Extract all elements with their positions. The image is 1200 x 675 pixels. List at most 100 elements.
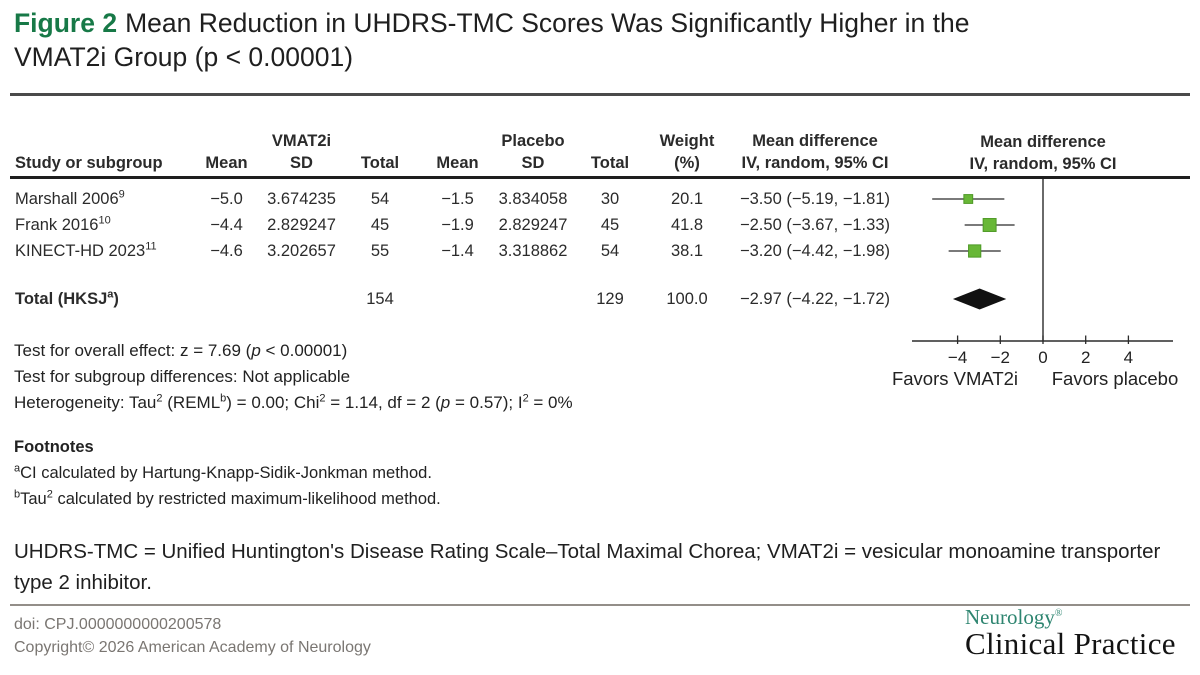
- table-cell: 30: [600, 190, 620, 208]
- table-cell: 3.834058: [498, 190, 568, 208]
- figure-title-line2: VMAT2i Group (p < 0.00001): [14, 42, 354, 73]
- column-header: Mean: [436, 154, 479, 172]
- journal-logo-clinical-practice: Clinical Practice: [965, 626, 1176, 661]
- text-line: bTau2 calculated by restricted maximum-l…: [14, 488, 441, 508]
- table-cell: [190, 286, 263, 312]
- table-cell: −3.20 (−4.42, −1.98): [740, 242, 890, 260]
- table-row: Frank 201610 −4.4 2.829247 45 −1.9 2.829247 45…: [10, 212, 905, 238]
- table-cell: 3.674235: [267, 190, 336, 208]
- column-header: [190, 130, 263, 152]
- table-cell: KINECT-HD 202311: [15, 240, 157, 260]
- title-divider: [10, 93, 1190, 96]
- table-cell: 154: [366, 290, 394, 308]
- pooled-effect-diamond: [952, 288, 1007, 310]
- table-cell: −1.9: [441, 216, 474, 234]
- abbreviations-text: UHDRS-TMC = Unified Huntington's Disease…: [14, 540, 1161, 594]
- column-header: Total: [360, 154, 400, 172]
- table-cell: −2.50 (−3.67, −1.33): [740, 216, 890, 234]
- text-line: Test for subgroup differences: Not appli…: [14, 367, 351, 386]
- table-cell: Frank 201610: [15, 214, 111, 234]
- table-cell: 38.1: [670, 242, 704, 260]
- table-cell: −3.50 (−5.19, −1.81): [740, 190, 890, 208]
- axis-tick-label: 2: [1081, 348, 1090, 367]
- table-cell: 129: [596, 290, 624, 308]
- footer-text: doi: CPJ.0000000000200578 Copyright© 202…: [14, 613, 371, 659]
- column-header: Placebo: [501, 132, 565, 150]
- table-cell: 54: [370, 190, 390, 208]
- plot-header-line2: IV, random, 95% CI: [969, 155, 1117, 173]
- footnote-lines: aCI calculated by Hartung-Knapp-Sidik-Jo…: [14, 460, 441, 512]
- table-cell: 3.318862: [498, 242, 568, 260]
- column-header: SD: [290, 154, 313, 172]
- column-header: Total: [590, 154, 630, 172]
- favors-placebo-label: Favors placebo: [1052, 368, 1178, 389]
- table-cell: −2.97 (−4.22, −1.72): [740, 290, 890, 308]
- table-row: Marshall 20069 −5.0 3.674235 54 −1.5 3.834058…: [10, 174, 905, 212]
- registered-mark: ®: [1054, 608, 1063, 619]
- table-cell: [495, 264, 571, 286]
- table-cell: −1.5: [441, 190, 474, 208]
- column-header: IV, random, 95% CI: [741, 154, 889, 172]
- table-cell: [10, 264, 190, 286]
- table-cell: [649, 264, 725, 286]
- table-cell: Total (HKSJa): [15, 288, 119, 308]
- study-point-marker: [982, 218, 997, 232]
- table-cell: [420, 264, 495, 286]
- table-cell: [340, 264, 420, 286]
- axis-tick-label: −4: [948, 348, 967, 367]
- table-cell: −1.4: [441, 242, 474, 260]
- table-cell: 2.829247: [498, 216, 568, 234]
- column-header: [340, 130, 420, 152]
- text-line: Heterogeneity: Tau2 (REMLb) = 0.00; Chi2…: [14, 392, 573, 412]
- forest-plot-table: VMAT2i Placebo Weight Mean difference Study …: [10, 130, 905, 312]
- figure-label: Figure 2: [14, 8, 118, 38]
- doi-text: doi: CPJ.0000000000200578: [14, 616, 222, 633]
- table-cell: [263, 264, 340, 286]
- column-header: Mean difference: [752, 132, 878, 150]
- table-cell: 20.1: [670, 190, 704, 208]
- table-cell: 3.202657: [267, 242, 336, 260]
- table-cell: [571, 264, 649, 286]
- table-cell: 45: [370, 216, 390, 234]
- table-cell: 55: [370, 242, 390, 260]
- study-point-marker: [968, 244, 982, 258]
- statistics-block: Test for overall effect: z = 7.69 (p < 0…: [14, 338, 573, 416]
- footer-divider: [10, 604, 1190, 606]
- plot-header-line1: Mean difference: [980, 133, 1106, 151]
- table-cell: [190, 264, 263, 286]
- table-cell: [420, 286, 495, 312]
- copyright-text: Copyright© 2026 American Academy of Neur…: [14, 639, 371, 656]
- plot-column-header: Mean difference IV, random, 95% CI: [882, 131, 1200, 175]
- column-header: (%): [674, 154, 700, 172]
- table-body: Marshall 20069 −5.0 3.674235 54 −1.5 3.834058…: [10, 174, 905, 312]
- column-header: Weight: [659, 132, 715, 150]
- favors-vmat2i-label: Favors VMAT2i: [892, 368, 1018, 389]
- journal-logo-neurology: Neurology®: [965, 605, 1063, 629]
- axis-tick-label: −2: [991, 348, 1010, 367]
- table-cell: −5.0: [210, 190, 243, 208]
- footnotes-block: Footnotes aCI calculated by Hartung-Knap…: [14, 434, 441, 512]
- column-header: [420, 130, 495, 152]
- table-cell: [263, 286, 340, 312]
- table-cell: Marshall 20069: [15, 188, 125, 208]
- footnotes-heading: Footnotes: [14, 438, 94, 456]
- axis-tick-label: 4: [1124, 348, 1133, 367]
- figure-title: Figure 2 Mean Reduction in UHDRS-TMC Scor…: [14, 6, 1192, 75]
- column-header: VMAT2i: [271, 132, 332, 150]
- table-row: Total (HKSJa) 154 129 100.0 −2.97 (−4.22, −1…: [10, 286, 905, 312]
- table-cell: [725, 264, 905, 286]
- table-cell: −4.6: [210, 242, 243, 260]
- table-cell: 100.0: [666, 290, 708, 308]
- column-header: SD: [521, 154, 545, 172]
- table-cell: 2.829247: [267, 216, 336, 234]
- figure-title-line1: Mean Reduction in UHDRS-TMC Scores Was S…: [125, 8, 970, 38]
- column-header: [571, 130, 649, 152]
- table-cell: 45: [600, 216, 620, 234]
- header-row: Study or subgroup Mean SD Total Mean SD Total (…: [10, 152, 905, 174]
- header-divider: [10, 176, 1190, 179]
- table-row: KINECT-HD 202311 −4.6 3.202657 55 −1.4 3.3188…: [10, 238, 905, 264]
- text-line: aCI calculated by Hartung-Knapp-Sidik-Jo…: [14, 462, 432, 482]
- table-row: [10, 264, 905, 286]
- study-point-marker: [963, 194, 974, 204]
- table-cell: 54: [600, 242, 620, 260]
